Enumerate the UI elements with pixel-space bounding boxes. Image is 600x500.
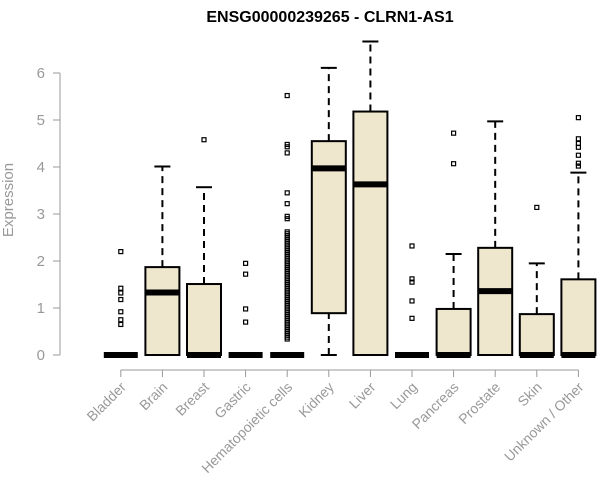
box-iqr xyxy=(352,110,389,357)
outlier-point xyxy=(118,249,124,255)
outlier-point xyxy=(451,161,457,167)
box-iqr xyxy=(435,307,472,357)
box-brain xyxy=(144,165,181,356)
outlier-point xyxy=(284,216,290,222)
x-tick-label: Liver xyxy=(346,379,379,412)
outlier-point xyxy=(284,201,290,207)
outlier-point xyxy=(284,150,290,156)
y-tick-label: 0 xyxy=(37,347,45,364)
chart-title: ENSG00000239265 - CLRN1-AS1 xyxy=(206,9,453,26)
x-tick-label: Breast xyxy=(172,379,212,419)
y-tick-label: 5 xyxy=(37,112,45,129)
box-unknown-other xyxy=(560,115,597,358)
y-tick-label: 4 xyxy=(37,159,45,176)
box-skin xyxy=(518,204,555,358)
box-iqr xyxy=(477,246,514,356)
outlier-point xyxy=(243,319,249,325)
box-iqr xyxy=(144,266,181,356)
box-lung xyxy=(395,243,429,358)
x-tick-label: Brain xyxy=(136,379,170,413)
outlier-point xyxy=(118,296,124,303)
outlier-point xyxy=(575,144,582,150)
outlier-point xyxy=(409,276,415,282)
box-prostate xyxy=(477,120,514,356)
outlier-point xyxy=(243,306,249,312)
outlier-point xyxy=(575,163,582,169)
box-pancreas xyxy=(435,130,472,358)
box-iqr xyxy=(518,313,555,356)
outlier-point xyxy=(575,115,582,121)
outlier-point xyxy=(409,298,415,304)
outlier-point xyxy=(118,285,124,291)
x-tick-label: Bladder xyxy=(83,379,129,425)
outlier-point xyxy=(118,309,124,315)
outlier-point xyxy=(118,290,124,296)
box-iqr xyxy=(186,283,222,356)
x-tick-label: Lung xyxy=(387,379,420,412)
box-breast xyxy=(186,137,222,358)
box-kidney xyxy=(310,66,347,356)
y-tick-label: 3 xyxy=(37,206,45,223)
outlier-point xyxy=(243,260,249,266)
box-bladder xyxy=(103,249,138,358)
outlier-point xyxy=(284,144,290,150)
x-tick-label: Kidney xyxy=(295,379,337,421)
outlier-point xyxy=(409,243,415,249)
outlier-point xyxy=(201,137,207,143)
outlier-point xyxy=(284,92,290,99)
outlier-point xyxy=(575,160,582,166)
outlier-point xyxy=(118,317,124,323)
outlier-point xyxy=(409,315,415,321)
box-liver xyxy=(352,40,389,357)
outlier-point xyxy=(534,204,540,211)
box-iqr xyxy=(560,278,597,356)
box-series xyxy=(103,40,597,358)
y-tick-label: 1 xyxy=(37,300,45,317)
x-tick-label: Unknown / Other xyxy=(501,379,587,465)
outlier-point xyxy=(451,130,457,136)
y-axis: 0 1 2 3 4 5 6 xyxy=(37,65,61,364)
outlier-point xyxy=(409,279,415,285)
box-hematopoietic-cells xyxy=(270,92,305,358)
outlier-point xyxy=(284,190,290,196)
outlier-point xyxy=(575,152,582,158)
y-tick-label: 2 xyxy=(37,253,45,270)
x-tick-label: Skin xyxy=(514,379,545,410)
x-tick-label: Prostate xyxy=(455,379,503,427)
box-gastric xyxy=(228,260,263,358)
y-tick-label: 6 xyxy=(37,65,45,82)
outlier-point xyxy=(243,271,249,277)
y-axis-label: Expression xyxy=(0,163,17,237)
outlier-point xyxy=(118,321,124,328)
outlier-point xyxy=(284,336,290,342)
outlier-point xyxy=(575,136,582,142)
